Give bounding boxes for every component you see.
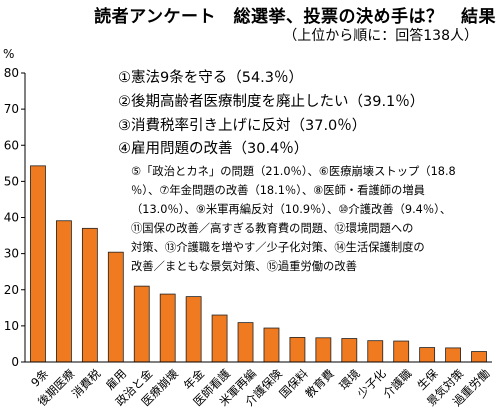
bar bbox=[81, 227, 98, 363]
bar bbox=[56, 220, 72, 363]
bar bbox=[341, 338, 358, 363]
bar bbox=[315, 337, 332, 363]
chart-subtitle: （上位から順に：回答138人） bbox=[283, 28, 478, 44]
note-box-line: 対策、⑬介護職を増やす／少子化対策、⑭生活保護制度の bbox=[131, 241, 425, 254]
bar bbox=[263, 327, 280, 363]
y-tick-label: 10 bbox=[4, 319, 19, 333]
bar bbox=[289, 337, 306, 363]
bar bbox=[133, 285, 150, 363]
bar bbox=[445, 347, 461, 363]
x-tick-label: 消費税 bbox=[69, 366, 104, 401]
note-4: ④雇用問題の改善（30.4％） bbox=[118, 141, 309, 157]
bar bbox=[159, 293, 176, 363]
bar bbox=[107, 251, 124, 363]
bar bbox=[471, 351, 487, 363]
note-2: ②後期高齢者医療制度を廃止したい（39.1％） bbox=[118, 94, 425, 110]
y-tick-label: 60 bbox=[4, 138, 19, 152]
note-box-line: ％）、⑦年金問題の改善（18.1％）、⑧医師・看護師の増員 bbox=[131, 184, 425, 197]
note-box-line: 改善／まともな景気対策、⑮過重労働の改善 bbox=[131, 260, 357, 273]
bar-series bbox=[30, 165, 487, 363]
bar bbox=[211, 314, 228, 363]
note-box-line: ⑤「政治とカネ」の問題（21.0％）、⑥医療崩壊ストップ（18.8 bbox=[131, 165, 456, 178]
chart-title: 読者アンケート 総選挙、投票の決め手は？ 結果 bbox=[94, 7, 496, 27]
note-box-line: ⑪国保の改善／高すぎる教育費の問題、⑫環境問題への bbox=[131, 222, 414, 235]
x-axis: 9条後期医療消費税 雇用政治と金医療崩壊 年金医師看護米軍再編介護保険国保料教育費環… bbox=[28, 366, 492, 409]
y-tick-label: 50 bbox=[4, 174, 19, 188]
note-1: ①憲法9条を守る（54.3％） bbox=[118, 70, 304, 86]
bar bbox=[393, 340, 410, 363]
y-tick-label: 0 bbox=[11, 355, 19, 369]
y-tick-label: 30 bbox=[4, 247, 19, 261]
y-tick-label: 80 bbox=[4, 66, 19, 80]
x-tick-label: 介護職 bbox=[380, 366, 415, 401]
bar bbox=[237, 322, 254, 363]
y-tick-label: 20 bbox=[4, 283, 19, 297]
note-3: ③消費税率引き上げに反対（37.0％） bbox=[118, 118, 367, 134]
bar bbox=[419, 347, 436, 363]
note-box: ⑤「政治とカネ」の問題（21.0％）、⑥医療崩壊ストップ（18.8 ％）、⑦年金… bbox=[131, 162, 491, 276]
bar bbox=[30, 165, 46, 363]
bar bbox=[185, 296, 202, 363]
y-axis-label: % bbox=[3, 47, 14, 61]
y-tick-label: 70 bbox=[4, 102, 19, 116]
note-box-line: （13.0％）、⑨米軍再編反対（10.9％）、⑩介護改善（9.4％）、 bbox=[131, 203, 452, 216]
y-axis: 0 10 20 30 40 50 60 70 80 bbox=[4, 66, 25, 369]
bar bbox=[367, 340, 384, 363]
x-tick-label: 教育費 bbox=[302, 366, 336, 400]
y-tick-label: 40 bbox=[4, 211, 19, 225]
